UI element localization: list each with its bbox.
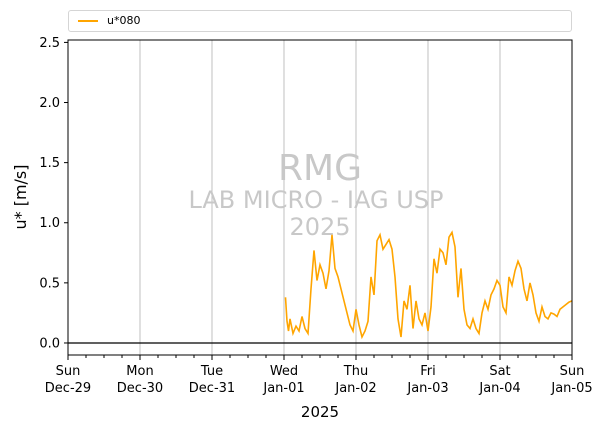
x-tick-day-label: Sun — [56, 364, 81, 379]
series-u080-line — [284, 230, 573, 340]
x-tick-day-label: Fri — [420, 364, 436, 379]
plot-frame — [67, 39, 573, 356]
x-tick-date-label: Dec-29 — [45, 381, 91, 396]
y-tick-label: 2.5 — [39, 36, 60, 51]
y-tick-label: 0.5 — [39, 276, 60, 291]
x-tick-date-label: Dec-31 — [189, 381, 235, 396]
watermark-title: RMG — [278, 148, 362, 189]
watermark-subtitle: LAB MICRO - IAG USP — [188, 186, 443, 214]
x-tick-date-label: Jan-04 — [478, 381, 520, 396]
x-tick-date-label: Jan-05 — [550, 381, 592, 396]
grid-lines — [139, 40, 501, 355]
x-tick-day-label: Thu — [343, 364, 368, 379]
x-axis-label: 2025 — [301, 403, 339, 421]
x-tick-day-label: Wed — [270, 364, 298, 379]
y-axis-ticks: 0.0 0.5 1.0 1.5 2.0 2.5 — [39, 36, 68, 351]
legend-line-swatch — [78, 20, 98, 22]
x-tick-day-label: Sun — [560, 364, 585, 379]
y-tick-label: 1.0 — [39, 216, 60, 231]
x-tick-date-label: Jan-03 — [406, 381, 448, 396]
legend: u*080 — [68, 10, 572, 32]
watermark-year: 2025 — [289, 213, 350, 241]
x-tick-day-label: Tue — [200, 364, 223, 379]
plot-area — [68, 40, 572, 355]
y-tick-label: 0.0 — [39, 336, 60, 351]
x-axis-ticks: Sun Dec-29 Mon Dec-30 Tue Dec-31 Wed Jan-01 Thu J… — [45, 355, 593, 396]
x-tick-date-label: Dec-30 — [117, 381, 163, 396]
y-axis-label: u* [m/s] — [11, 164, 30, 229]
y-tick-label: 1.5 — [39, 156, 60, 171]
x-tick-date-label: Jan-02 — [334, 381, 376, 396]
legend-label: u*080 — [107, 14, 141, 27]
x-tick-day-label: Mon — [126, 364, 153, 379]
x-tick-date-label: Jan-01 — [262, 381, 304, 396]
x-tick-day-label: Sat — [489, 364, 510, 379]
y-tick-label: 2.0 — [39, 96, 60, 111]
